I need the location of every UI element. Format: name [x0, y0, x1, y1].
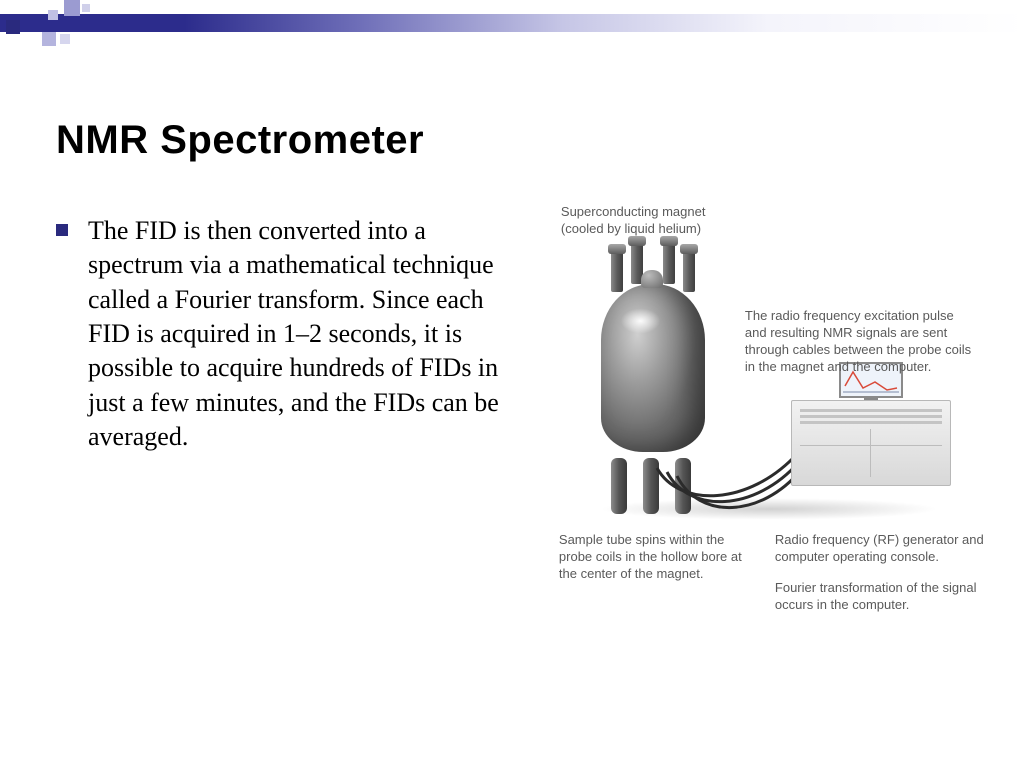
- square-bullet-icon: [56, 224, 68, 236]
- bullet-item: The FID is then converted into a spectru…: [56, 214, 523, 454]
- caption-console: Radio frequency (RF) generator and compu…: [775, 532, 985, 566]
- rf-console-icon: [791, 400, 951, 486]
- header-gradient-bar: [0, 14, 1024, 32]
- content-area: The FID is then converted into a spectru…: [56, 214, 976, 454]
- header-decorative-squares: [0, 0, 110, 55]
- caption-fourier: Fourier transformation of the signal occ…: [775, 580, 985, 614]
- slide-title: NMR Spectrometer: [56, 118, 424, 163]
- nmr-diagram: Superconducting magnet (cooled by liquid…: [539, 214, 976, 454]
- bullet-text: The FID is then converted into a spectru…: [88, 214, 523, 454]
- caption-sample-tube: Sample tube spins within the probe coils…: [559, 532, 759, 583]
- text-column: The FID is then converted into a spectru…: [56, 214, 523, 454]
- caption-cables: The radio frequency excitation pulse and…: [745, 308, 975, 376]
- caption-magnet: Superconducting magnet (cooled by liquid…: [561, 204, 741, 238]
